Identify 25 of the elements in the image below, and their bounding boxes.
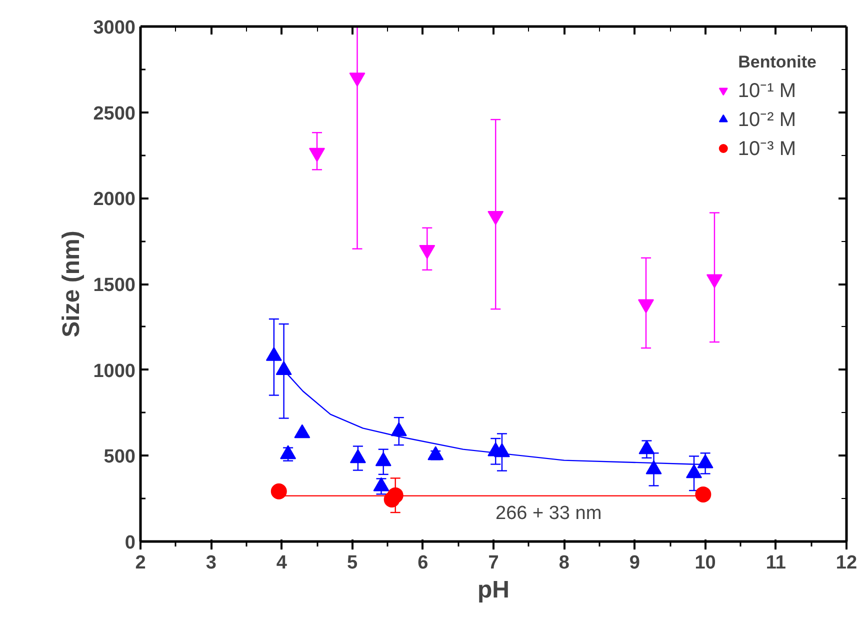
x-tick-label: 3 xyxy=(206,552,216,574)
y-tick-label: 2000 xyxy=(93,189,136,210)
x-tick-label: 4 xyxy=(276,552,288,574)
y-tick-label: 1500 xyxy=(93,275,136,296)
text: Bentonite xyxy=(738,52,817,72)
x-tick-label: 6 xyxy=(418,552,428,574)
legend-label: 10⁻³ M xyxy=(738,137,796,161)
x-tick-label: 5 xyxy=(347,552,358,574)
x-tick-label: 10 xyxy=(694,552,716,574)
y-tick-label: 1000 xyxy=(93,360,136,382)
x-tick-label: 8 xyxy=(558,552,570,574)
y-tick-label: 3000 xyxy=(93,18,136,38)
legend-label: 10⁻² M xyxy=(738,108,796,132)
y-tick-label: 2500 xyxy=(93,103,136,124)
y-tick-label: 0 xyxy=(124,532,136,554)
legend-label: 10⁻¹ M xyxy=(738,79,796,103)
x-tick-label: 9 xyxy=(629,552,640,574)
annotation: 266 + 33 nm xyxy=(496,503,602,524)
x-axis-title: pH xyxy=(478,576,510,604)
x-tick-label: 11 xyxy=(766,552,786,574)
y-axis-title: Size (nm) xyxy=(58,230,86,338)
y-tick-label: 500 xyxy=(104,446,136,468)
x-tick-label: 2 xyxy=(135,552,146,574)
x-tick-label: 7 xyxy=(488,552,499,574)
x-tick-label: 12 xyxy=(836,552,858,574)
